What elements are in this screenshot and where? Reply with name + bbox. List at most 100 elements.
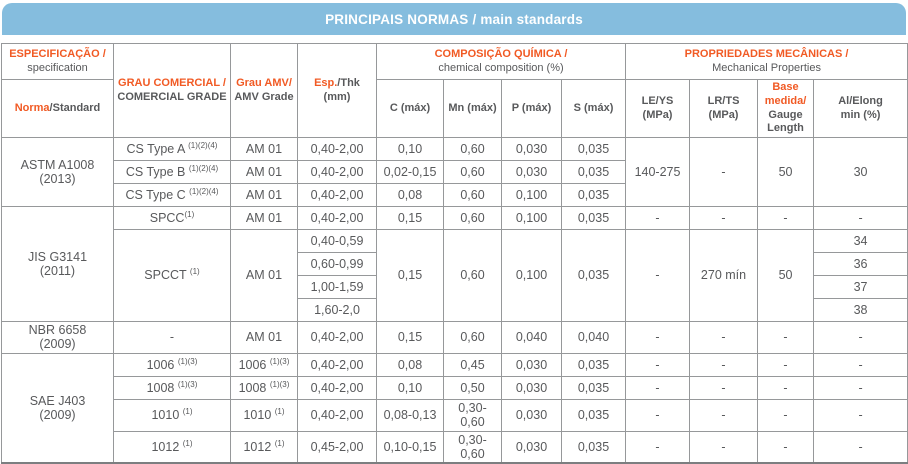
table-cell: 0,50 — [443, 375, 502, 400]
group-header-mechanical-properties: PROPRIEDADES MECÂNICAS / Mechanical Prop… — [625, 43, 908, 80]
mech-pt-label: PROPRIEDADES MECÂNICAS / — [684, 47, 849, 60]
footnote-superscript: (1)(3) — [269, 379, 290, 389]
table-cell: - — [813, 352, 908, 377]
table-cell: - — [757, 375, 815, 400]
table-cell: 0,030 — [501, 430, 562, 464]
col-header-esp-thk: Esp./Thk (mm) — [297, 43, 377, 138]
table-cell: 0,40-2,00 — [297, 160, 377, 184]
table-cell: 0,035 — [560, 398, 627, 432]
table-cell: - — [813, 375, 908, 400]
grade-cell: CS Type B (1)(2)(4) — [113, 160, 231, 184]
footnote-superscript: (1)(2)(4) — [188, 163, 219, 173]
table-cell: 0,030 — [501, 398, 562, 432]
col-header-norma-standard: Norma/Standard — [1, 79, 114, 138]
table-cell: 0,60 — [443, 160, 502, 184]
table-row: 1,00-1,59 37 — [2, 275, 908, 299]
col-header-s-max: S (máx) — [560, 79, 627, 138]
norma-en-label: /Standard — [49, 101, 101, 114]
standards-table: ESPECIFICAÇÃO / specification GRAU COMER… — [1, 43, 908, 464]
table-cell: 0,035 — [560, 206, 627, 230]
grade-cell: 1006 (1)(3) — [113, 352, 231, 377]
table-cell: 0,45-2,00 — [297, 430, 377, 464]
table-cell: 1008 (1)(3) — [230, 375, 298, 400]
footnote-superscript: (1) — [184, 209, 195, 219]
table-cell: 0,10-0,15 — [376, 430, 444, 464]
table-cell: 0,40-2,00 — [297, 398, 377, 432]
footnote-superscript: (1)(3) — [177, 379, 198, 389]
footnote-superscript: (1) — [274, 406, 285, 416]
grade-cell: SPCCT (1) — [113, 229, 231, 322]
norma-cell: SAE J403 (2009) — [1, 352, 114, 464]
table-cell: AM 01 — [230, 137, 298, 161]
table-cell: - — [689, 137, 759, 207]
footnote-superscript: (1)(3) — [269, 356, 290, 366]
table-cell: 0,040 — [560, 321, 627, 354]
table-body: ASTM A1008 (2013) CS Type A (1)(2)(4) AM 01… — [1, 137, 908, 464]
title-bar: PRINCIPAIS NORMAS / main standards — [2, 3, 906, 35]
table-cell: 0,035 — [560, 375, 627, 400]
table-cell: 140-275 — [625, 137, 691, 207]
table-cell: - — [625, 430, 691, 464]
table-cell: 1006 (1)(3) — [230, 352, 298, 377]
table-row: CS Type B (1)(2)(4) AM 01 0,40-2,00 0,02-0,… — [2, 160, 908, 184]
grau-comercial-pt-label: GRAU COMERCIAL / — [118, 76, 226, 89]
table-cell: 34 — [813, 229, 908, 253]
table-cell: 0,60-0,99 — [297, 252, 377, 276]
table-cell: - — [625, 352, 691, 377]
table-cell: 0,035 — [560, 229, 627, 322]
table-cell: 0,40-2,00 — [297, 321, 377, 354]
table-cell: 0,60 — [443, 137, 502, 161]
table-cell: - — [813, 398, 908, 432]
especificacao-pt-label: ESPECIFICAÇÃO / — [9, 47, 106, 60]
page: PRINCIPAIS NORMAS / main standards ESPEC… — [0, 3, 908, 464]
col-header-especificacao: ESPECIFICAÇÃO / specification — [1, 43, 114, 80]
table-cell: - — [757, 321, 815, 354]
table-cell: - — [757, 430, 815, 464]
grade-cell: - — [113, 321, 231, 354]
table-cell: - — [625, 229, 691, 322]
table-cell: AM 01 — [230, 183, 298, 207]
col-header-c-max: C (máx) — [376, 79, 444, 138]
table-cell: 0,035 — [560, 183, 627, 207]
table-cell: - — [689, 206, 759, 230]
table-cell: 30 — [813, 137, 908, 207]
table-cell: - — [813, 206, 908, 230]
table-cell: 0,035 — [560, 430, 627, 464]
table-cell: 0,040 — [501, 321, 562, 354]
table-cell: 0,40-2,00 — [297, 206, 377, 230]
table-cell: AM 01 — [230, 206, 298, 230]
table-cell: - — [625, 375, 691, 400]
table-cell: - — [689, 375, 759, 400]
mech-en-label: Mechanical Properties — [712, 61, 821, 74]
table-cell: - — [689, 321, 759, 354]
header-group-row: ESPECIFICAÇÃO / specification GRAU COMER… — [1, 43, 908, 138]
table-cell: 50 — [757, 229, 815, 322]
table-cell: - — [813, 321, 908, 354]
col-header-base-medida: Base medida/ Gauge Length — [757, 79, 815, 138]
col-header-al-elong: Al/Elong min (%) — [813, 79, 908, 138]
table-row: CS Type C (1)(2)(4) AM 01 0,40-2,00 0,08 0,6… — [2, 183, 908, 207]
table-row: ASTM A1008 (2013) CS Type A (1)(2)(4) AM 01… — [1, 137, 908, 207]
table-cell: - — [625, 321, 691, 354]
table-cell: 50 — [757, 137, 815, 207]
table-cell: 0,10 — [376, 137, 444, 161]
especificacao-en-label: specification — [27, 61, 88, 74]
table-row: NBR 6658 (2009) - AM 01 0,40-2,00 0,15 0,60 0,0… — [1, 321, 908, 354]
header-sub-row: Norma/Standard C (máx) Mn (máx) P (máx) … — [1, 79, 908, 138]
grade-cell: 1008 (1)(3) — [113, 375, 231, 400]
table-cell: 0,08 — [376, 183, 444, 207]
table-cell: AM 01 — [230, 321, 298, 354]
footnote-superscript: (1)(2)(4) — [189, 186, 219, 196]
table-cell: 0,15 — [376, 206, 444, 230]
table-row: 1010 (1) 1010 (1) 0,40-2,00 0,08-0,13 0,30- 0… — [2, 398, 908, 432]
page-title: PRINCIPAIS NORMAS / main standards — [325, 11, 583, 27]
table-row: 1012 (1) 1012 (1) 0,45-2,00 0,10-0,15 0,30- 0… — [2, 430, 908, 464]
table-row: SAE J403 (2009) 1006 (1)(3) 1006 (1)(3) 0,40… — [1, 352, 908, 464]
footnote-superscript: (1) — [182, 438, 193, 448]
table-cell: 0,030 — [501, 137, 562, 161]
table-cell: - — [757, 352, 815, 377]
table-row: JIS G3141 (2011) SPCC(1) AM 01 0,40-2,00 0,15… — [1, 206, 908, 322]
base-medida-en-label: Gauge Length — [767, 108, 804, 135]
table-cell: 0,15 — [376, 321, 444, 354]
col-header-le-ys: LE/YS (MPa) — [625, 79, 691, 138]
